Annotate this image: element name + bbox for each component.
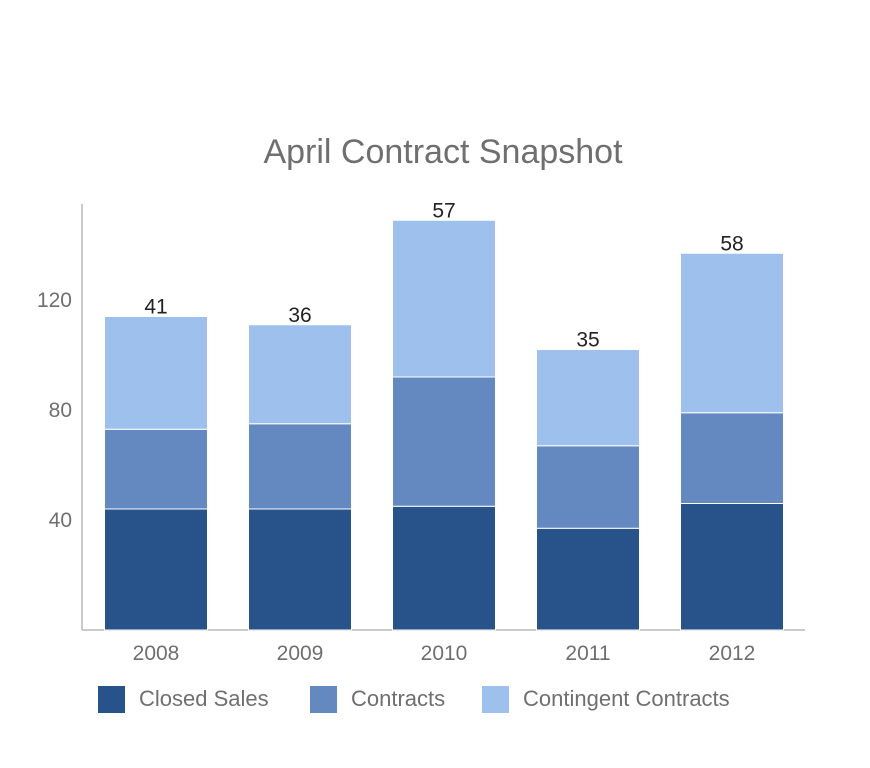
data-label: 36 [288,304,311,327]
bar-2010-1 [392,376,496,507]
legend-swatch [482,686,509,713]
bar-2012-0 [680,503,784,631]
bar-2009-0 [248,508,352,631]
y-tick-label: 40 [49,509,72,532]
bar-2008-0 [104,508,208,631]
data-label: 41 [144,296,167,319]
data-label: 57 [432,199,455,222]
bar-2011-1 [536,445,640,529]
bar-2011-0 [536,527,640,631]
x-tick-label: 2011 [565,642,610,665]
bar-2012-1 [680,412,784,504]
bar-2010-2 [392,219,496,378]
data-label: 58 [720,232,743,255]
chart-title: April Contract Snapshot [263,133,623,171]
x-tick-label: 2009 [277,642,324,665]
y-tick-label: 120 [37,289,72,312]
legend-swatch [310,686,337,713]
y-tick-label: 80 [49,399,72,422]
bar-2008-2 [104,316,208,430]
x-tick-label: 2008 [133,642,180,665]
plot-area: 4080120442941200844313620094547572010373… [37,199,805,665]
bar-2010-0 [392,505,496,631]
bar-2008-1 [104,428,208,510]
legend-label: Contingent Contracts [523,686,730,711]
legend-label: Closed Sales [139,686,269,711]
x-tick-label: 2012 [709,642,756,665]
bar-2009-1 [248,423,352,510]
legend: Closed Sales Contracts Contingent Contract… [98,686,730,713]
bar-2009-2 [248,324,352,425]
bar-2011-2 [536,349,640,447]
data-label: 35 [576,329,599,352]
bar-2012-2 [680,252,784,414]
legend-swatch [98,686,125,713]
x-tick-label: 2010 [421,642,468,665]
legend-label: Contracts [351,686,445,711]
